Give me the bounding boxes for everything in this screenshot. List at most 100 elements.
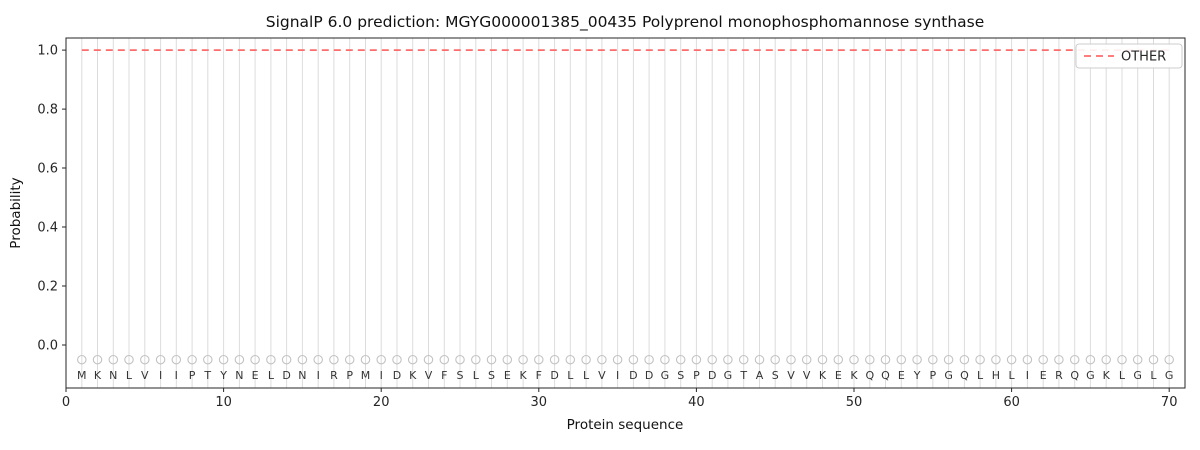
- sequence-letter: Q: [1070, 369, 1079, 382]
- sequence-letter: E: [504, 369, 511, 382]
- x-tick-label: 70: [1161, 395, 1178, 410]
- position-marker: [155, 354, 166, 365]
- sequence-letter: F: [536, 369, 542, 382]
- position-marker: [865, 354, 875, 365]
- sequence-letter: E: [835, 369, 842, 382]
- chart-title: SignalP 6.0 prediction: MGYG000001385_00…: [266, 13, 985, 32]
- position-marker: [77, 354, 87, 365]
- sequence-letter: V: [787, 369, 795, 382]
- position-marker: [660, 354, 670, 365]
- position-marker: [313, 354, 323, 365]
- position-marker: [439, 354, 450, 365]
- sequence-letter: I: [175, 369, 178, 382]
- position-marker: [140, 354, 150, 365]
- y-tick-label: 0.2: [37, 280, 58, 295]
- position-marker: [423, 354, 434, 365]
- position-marker: [1148, 354, 1159, 365]
- position-marker: [108, 354, 119, 365]
- x-tick-label: 0: [62, 395, 70, 410]
- position-marker: [234, 354, 245, 365]
- position-marker: [376, 354, 386, 365]
- sequence-letter: P: [189, 369, 196, 382]
- sequence-letter: V: [803, 369, 811, 382]
- sequence-letter: L: [1009, 369, 1016, 382]
- position-marker: [801, 354, 812, 365]
- position-marker: [723, 354, 733, 365]
- position-marker: [849, 354, 859, 365]
- position-marker: [991, 354, 1001, 365]
- position-marker: [297, 354, 308, 365]
- position-marker: [644, 354, 654, 365]
- legend-label: OTHER: [1121, 50, 1166, 65]
- sequence-letter: L: [268, 369, 275, 382]
- sequence-letter: K: [850, 369, 858, 382]
- x-tick-label: 10: [215, 395, 232, 410]
- y-axis-label: Probability: [8, 177, 24, 248]
- sequence-letter: T: [203, 369, 211, 382]
- sequence-letter: L: [126, 369, 133, 382]
- position-marker: [250, 354, 260, 365]
- position-marker: [329, 354, 339, 365]
- sequence-letter: P: [693, 369, 700, 382]
- sequence-letter: T: [739, 369, 747, 382]
- sequence-letter: G: [661, 369, 670, 382]
- sequence-letter: R: [330, 369, 338, 382]
- position-marker: [770, 354, 780, 365]
- sequence-letter: L: [567, 369, 574, 382]
- sequence-letter: I: [380, 369, 383, 382]
- sequence-letter: S: [488, 369, 495, 382]
- position-marker: [1101, 354, 1111, 365]
- sequence-letter: Q: [865, 369, 874, 382]
- sequence-letter: K: [94, 369, 102, 382]
- position-marker: [943, 354, 954, 365]
- position-marker: [266, 354, 276, 365]
- x-tick-label: 60: [1003, 395, 1020, 410]
- position-marker: [1164, 354, 1174, 365]
- sequence-letter: N: [109, 369, 117, 382]
- position-marker: [187, 354, 197, 365]
- x-tick-label: 30: [531, 395, 548, 410]
- position-marker: [1038, 354, 1048, 365]
- position-marker: [1069, 354, 1080, 365]
- position-marker: [707, 354, 717, 365]
- sequence-letter: E: [252, 369, 259, 382]
- sequence-letter: N: [298, 369, 306, 382]
- y-tick-label: 0.4: [37, 221, 58, 236]
- sequence-letter: G: [724, 369, 733, 382]
- sequence-letter: E: [898, 369, 905, 382]
- sequence-letter: K: [519, 369, 527, 382]
- y-tick-label: 0.6: [37, 162, 58, 177]
- position-marker: [1132, 354, 1143, 365]
- sequence-letter: H: [992, 369, 1000, 382]
- sequence-letter: M: [361, 369, 371, 382]
- sequence-letter: G: [1133, 369, 1142, 382]
- position-marker: [486, 354, 497, 365]
- sequence-letter: G: [1165, 369, 1174, 382]
- position-marker: [360, 354, 371, 365]
- y-tick-label: 0.8: [37, 103, 58, 118]
- position-marker: [171, 354, 182, 365]
- sequence-letter: P: [929, 369, 936, 382]
- position-marker: [896, 354, 907, 365]
- sequence-letter: G: [944, 369, 953, 382]
- position-marker: [565, 354, 576, 365]
- position-marker: [1022, 354, 1033, 365]
- position-marker: [628, 354, 639, 365]
- position-marker: [1085, 354, 1096, 365]
- position-marker: [203, 354, 213, 365]
- sequence-letter: D: [282, 369, 290, 382]
- position-marker: [581, 354, 591, 365]
- sequence-letter: I: [1026, 369, 1029, 382]
- sequence-letter: F: [441, 369, 447, 382]
- sequence-letter: L: [1150, 369, 1157, 382]
- sequence-letter: M: [77, 369, 87, 382]
- position-marker: [817, 354, 828, 365]
- sequence-letter: A: [756, 369, 764, 382]
- position-marker: [1117, 354, 1127, 365]
- position-marker: [1006, 354, 1017, 365]
- position-marker: [975, 354, 985, 365]
- sequence-letter: S: [677, 369, 684, 382]
- sequence-letter: G: [1086, 369, 1095, 382]
- position-marker: [833, 354, 844, 365]
- position-marker: [344, 354, 355, 365]
